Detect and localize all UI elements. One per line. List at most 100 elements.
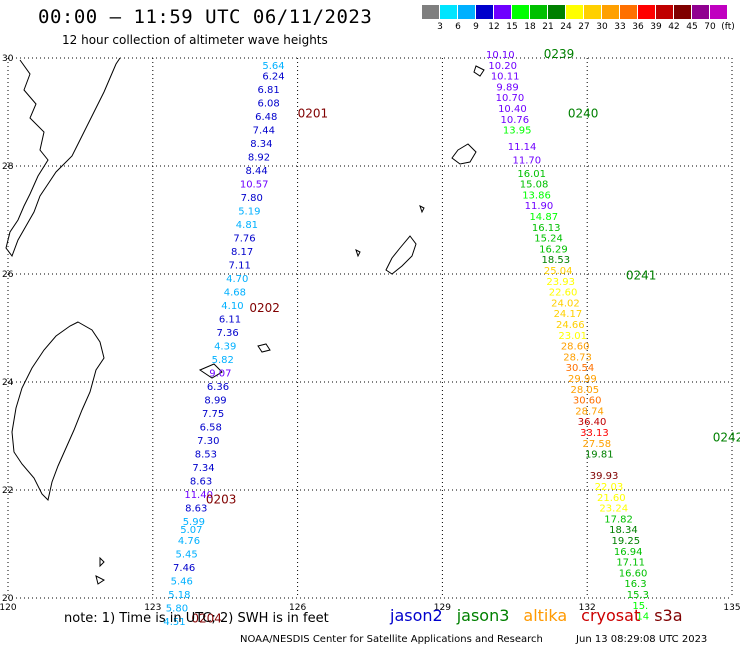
swh-value: 6.48: [255, 112, 277, 123]
swh-value: 27.58: [583, 439, 612, 450]
ishigaki-coastline: [198, 363, 223, 379]
swh-value: 5.80: [166, 604, 188, 615]
swh-value: 16.01: [517, 169, 546, 180]
swh-value: 28.74: [575, 406, 604, 417]
legend-label: 36: [632, 22, 644, 32]
swh-value: 4.81: [236, 220, 258, 231]
swh-value: 4.10: [221, 301, 243, 312]
legend-label: 42: [668, 22, 680, 32]
swh-value: 4.39: [214, 342, 236, 353]
legend-swatch: [440, 5, 457, 19]
swh-value: 22.60: [549, 288, 578, 299]
legend-label: 70: [704, 22, 716, 32]
satellite-s3a: s3a: [654, 606, 683, 625]
swh-value: 21.60: [597, 493, 626, 504]
swh-value: 6.08: [258, 99, 280, 110]
swh-value: 30.60: [573, 396, 602, 407]
swh-value: 7.11: [229, 261, 251, 272]
swh-value: 30.54: [566, 363, 595, 374]
swh-value: 24.02: [551, 298, 580, 309]
swh-value: 14: [636, 612, 649, 623]
swh-value: 10.10: [486, 50, 515, 61]
swh-value: 11.40: [184, 490, 213, 501]
swh-value: 8.63: [185, 504, 207, 515]
satellite-jason2: jason2: [390, 606, 443, 625]
swh-value: 39.93: [590, 471, 619, 482]
credit-text: NOAA/NESDIS Center for Satellite Applica…: [240, 634, 543, 645]
yakushima-coastline: [473, 65, 485, 77]
footnote: note: 1) Time is in UTC; 2) SWH is in fe…: [64, 611, 329, 626]
pass-label: 0201: [298, 106, 329, 120]
legend-label: 3: [437, 22, 443, 32]
swh-value: 19.81: [585, 450, 614, 461]
swh-value: 16.29: [539, 244, 568, 255]
lat-tick-26: 26: [2, 270, 14, 280]
swh-value: 5.99: [183, 517, 205, 528]
legend-swatch: [458, 5, 475, 19]
small-island-1: [419, 205, 425, 214]
lat-tick-22: 22: [2, 486, 13, 496]
swh-value: 33.13: [580, 428, 609, 439]
legend-swatch: [584, 5, 601, 19]
swh-value: 10.57: [240, 180, 269, 191]
legend-label: 39: [650, 22, 662, 32]
legend-label: 18: [524, 22, 536, 32]
swh-value: 4.70: [226, 274, 248, 285]
legend-swatch: [674, 5, 691, 19]
legend-label: 45: [686, 22, 698, 32]
swh-value: 9.07: [209, 369, 231, 380]
legend-label: 30: [596, 22, 608, 32]
legend-swatch: [512, 5, 529, 19]
legend-label: 24: [560, 22, 572, 32]
swh-value: 28.73: [563, 352, 592, 363]
swh-value: 10.11: [491, 72, 520, 83]
swh-value: 9.89: [496, 82, 518, 93]
small-island-2: [355, 249, 361, 258]
swh-value: 5.45: [175, 550, 197, 561]
swh-value: 5.82: [212, 355, 234, 366]
swh-value: 7.30: [197, 436, 219, 447]
swh-value: 14.87: [529, 212, 558, 223]
swh-value: 7.36: [216, 328, 238, 339]
lon-tick-129: 129: [434, 603, 451, 613]
lon-tick-132: 132: [579, 603, 596, 613]
legend-swatch: [620, 5, 637, 19]
swh-value: 17.11: [616, 558, 645, 569]
lat-tick-28: 28: [2, 162, 14, 172]
swh-value: 23.01: [558, 331, 587, 342]
swh-value: 16.13: [532, 223, 561, 234]
swh-value: 10.70: [496, 93, 525, 104]
satellite-jason3: jason3: [456, 606, 510, 625]
lat-tick-20: 20: [2, 594, 14, 604]
swh-value: 7.75: [202, 409, 224, 420]
swh-value: 6.81: [258, 85, 280, 96]
legend-swatch: [494, 5, 511, 19]
swh-value: 4.68: [224, 288, 246, 299]
legend-swatch: [476, 5, 493, 19]
swh-value: 8.44: [245, 166, 267, 177]
swh-value: 13.95: [503, 126, 532, 137]
credit-line: NOAA/NESDIS Center for Satellite Applica…: [240, 634, 707, 645]
swh-value: 11.90: [525, 201, 554, 212]
lat-tick-24: 24: [2, 378, 14, 388]
legend-swatch: [710, 5, 727, 19]
taiwan-coastline: [11, 321, 105, 501]
legend-label: 27: [578, 22, 590, 32]
legend-label: 12: [488, 22, 500, 32]
legend-label: 33: [614, 22, 626, 32]
swh-value: 6.36: [207, 382, 229, 393]
pass-label: 0239: [544, 47, 575, 61]
legend-swatch: [530, 5, 547, 19]
swh-value: 11.70: [513, 155, 542, 166]
swh-value: 5.18: [168, 590, 190, 601]
swh-value: 8.63: [190, 477, 212, 488]
swh-value: 22.03: [595, 482, 624, 493]
swh-value: 25.04: [544, 266, 573, 277]
swh-value: 24.66: [556, 320, 585, 331]
pass-label: 0240: [568, 106, 599, 120]
swh-value: 10.76: [500, 115, 529, 126]
swh-value: 7.44: [253, 126, 275, 137]
swh-value: 15.24: [534, 234, 563, 245]
wave-tracks: 5.646.24 6.81 6.08 6.48 7.44 8.34 8.92 8.44 10.5…: [163, 47, 740, 628]
